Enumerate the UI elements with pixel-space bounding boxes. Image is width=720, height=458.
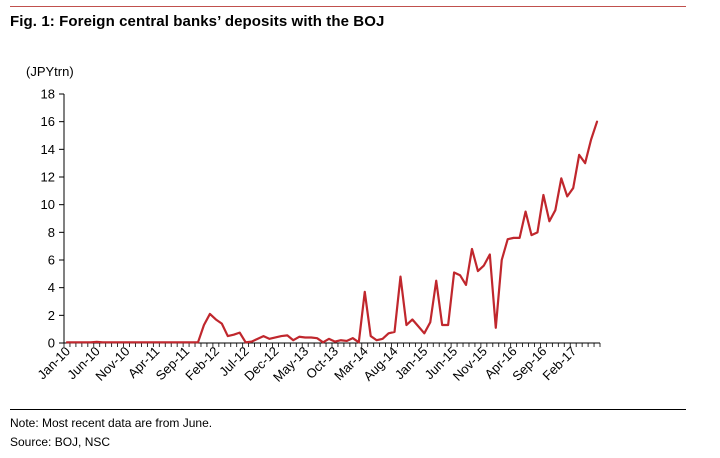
x-tick-label: Feb-12: [182, 344, 222, 384]
x-tick-label: Nov-10: [92, 344, 132, 384]
top-rule: [10, 6, 686, 7]
y-tick-label: 4: [48, 280, 55, 295]
chart-source: Source: BOJ, NSC: [10, 435, 111, 449]
y-axis: 0 2 4 6 8 10 12 14 16 18: [41, 87, 65, 351]
y-tick-label: 2: [48, 308, 55, 323]
chart-note: Note: Most recent data are from June.: [10, 416, 213, 430]
bottom-rule: [10, 409, 686, 410]
y-tick-label: 18: [41, 87, 55, 102]
y-tick-label: 0: [48, 336, 55, 351]
y-tick-label: 12: [41, 170, 55, 185]
y-tick-label: 16: [41, 114, 55, 129]
y-axis-unit-label: (JPYtrn): [26, 64, 74, 79]
x-tick-label: Nov-15: [450, 344, 490, 384]
x-tick-label: Aug-14: [360, 344, 400, 384]
x-axis: Jan-10Jun-10Nov-10Apr-11Sep-11Feb-12Jul-…: [34, 342, 601, 385]
y-tick-label: 6: [48, 253, 55, 268]
y-tick-label: 8: [48, 225, 55, 240]
x-tick-label: Feb-17: [540, 344, 580, 384]
series-line: [65, 120, 599, 344]
figure-title: Fig. 1: Foreign central banks’ deposits …: [10, 13, 385, 30]
x-tick-label: Jan-15: [392, 344, 431, 383]
y-tick-label: 10: [41, 197, 55, 212]
y-tick-label: 14: [41, 142, 55, 157]
